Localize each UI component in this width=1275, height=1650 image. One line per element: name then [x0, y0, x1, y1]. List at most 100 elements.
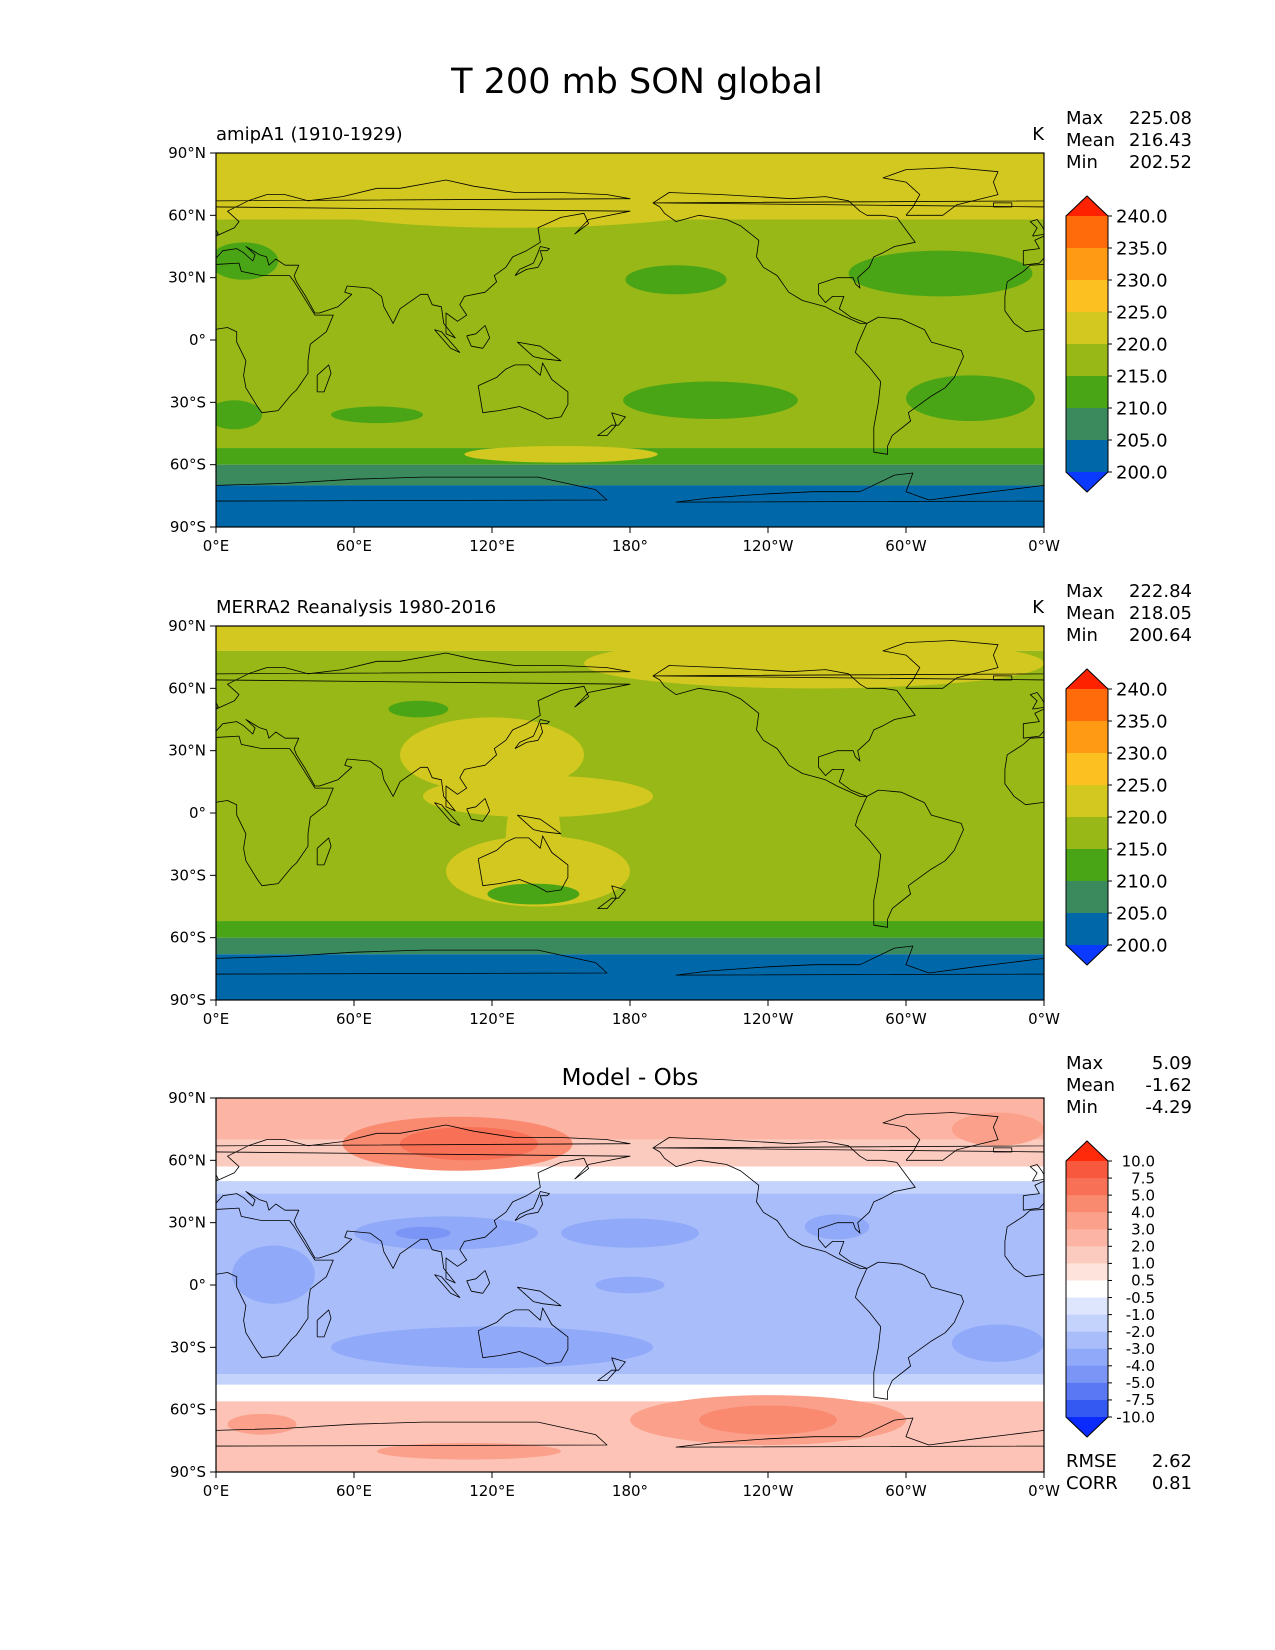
coastline-africa: [216, 262, 334, 414]
y-tick-label: 0°: [189, 331, 206, 349]
coastline-great-britain: [216, 1174, 219, 1180]
colorbar-segment: [1066, 913, 1108, 946]
colorbar-label: -5.0: [1126, 1374, 1155, 1392]
contour-region: [699, 1405, 837, 1435]
coastline-madagascar: [316, 364, 332, 393]
stat-value-max: 225.08: [1129, 108, 1192, 129]
coastline-antarctica: [216, 476, 608, 502]
colorbar-extend-top: [1066, 669, 1108, 689]
colorbar-label: -3.0: [1126, 1340, 1155, 1358]
coastline-new-guinea: [517, 1286, 562, 1307]
contour-field: [216, 153, 1044, 527]
units-label: K: [1032, 597, 1045, 618]
map-panel-observation: 0°E 60°E 120°E 180° 120°W 60°W 0°W 90°N 60°N 30°N…: [168, 581, 1192, 1028]
contour-region: [395, 1226, 451, 1240]
coastline-antarctica: [216, 949, 608, 975]
x-tick-label: 120°W: [743, 1010, 794, 1028]
y-tick-label: 30°S: [170, 1338, 206, 1356]
y-tick-label: 60°N: [168, 1151, 206, 1169]
colorbar-label: 225.0: [1116, 775, 1168, 796]
coastline-sumatra: [434, 1274, 461, 1298]
colorbar-label: 0.5: [1131, 1272, 1155, 1290]
colorbar-segment: [1066, 1365, 1108, 1384]
contour-region: [216, 242, 279, 280]
contour-region: [331, 1326, 653, 1369]
coastline-africa: [216, 1207, 334, 1359]
panel-title: MERRA2 Reanalysis 1980-2016: [216, 597, 496, 618]
y-tick-label: 30°N: [168, 269, 206, 287]
colorbar-segment: [1066, 1382, 1108, 1401]
colorbar-extend-top: [1066, 196, 1108, 216]
coastlines: [216, 1112, 1044, 1448]
stat-label-Max: Max: [1066, 1053, 1104, 1074]
coastline-eurasia: [216, 652, 631, 812]
coastline-great-britain: [216, 702, 219, 708]
colorbar-label: 225.0: [1116, 302, 1168, 323]
colorbar-label: 230.0: [1116, 270, 1168, 291]
metric-label-corr: CORR: [1066, 1473, 1118, 1494]
stat-label-Mean: Mean: [1066, 603, 1115, 624]
colorbar-label: 240.0: [1116, 206, 1168, 227]
colorbar-label: 10.0: [1122, 1152, 1155, 1170]
coastline-iceland: [993, 1147, 1013, 1153]
x-tick-label: 0°E: [203, 1482, 230, 1500]
x-tick-label: 60°E: [336, 1482, 372, 1500]
colorbar-label: 235.0: [1116, 711, 1168, 732]
coastline-new-zealand: [597, 412, 626, 436]
coastline-australia: [477, 362, 569, 420]
contour-region: [216, 400, 262, 430]
colorbar-extend-bottom: [1066, 945, 1108, 965]
coastlines: [216, 640, 1044, 976]
coastline-antarctica: [675, 1417, 1044, 1448]
coastline-africa: [216, 735, 334, 887]
contour-region: [232, 1245, 315, 1304]
stat-label-Max: Max: [1066, 581, 1104, 602]
contour-region: [331, 406, 423, 424]
coastline-greenland: [882, 640, 999, 689]
colorbar-segment: [1066, 817, 1108, 850]
coastline-australia: [477, 835, 569, 893]
coastline-borneo: [466, 1270, 491, 1294]
x-tick-label: 180°: [612, 1010, 648, 1028]
colorbar-segment: [1066, 1314, 1108, 1333]
coastline-antarctica: [675, 945, 1044, 976]
colorbar-segment: [1066, 312, 1108, 345]
coastline-south-america: [855, 789, 964, 928]
metric-value-corr: 0.81: [1152, 1473, 1192, 1494]
contour-region: [487, 883, 580, 905]
colorbar-segment: [1066, 1229, 1108, 1247]
x-tick-label: 120°E: [469, 537, 515, 555]
coastline-new-zealand: [597, 885, 626, 909]
stat-value-max: 222.84: [1129, 581, 1192, 602]
stat-value-max: 5.09: [1152, 1053, 1192, 1074]
contour-band: [216, 1166, 1044, 1182]
x-tick-label: 120°E: [469, 1010, 515, 1028]
panel-title: Model - Obs: [562, 1065, 699, 1091]
contour-region: [561, 1218, 699, 1248]
y-tick-label: 90°N: [168, 1089, 206, 1107]
x-tick-label: 60°W: [885, 1482, 927, 1500]
colorbar-segment: [1066, 248, 1108, 281]
coastline-antarctica: [675, 472, 1044, 503]
coastline-eurasia: [216, 179, 631, 339]
stat-value-mean: 216.43: [1129, 130, 1192, 151]
colorbar-segment: [1066, 376, 1108, 409]
coastline-iceland: [993, 675, 1013, 681]
coastline-new-zealand: [597, 1357, 626, 1381]
colorbar-segment: [1066, 344, 1108, 377]
stat-value-min: 200.64: [1129, 625, 1192, 646]
colorbar-label: 220.0: [1116, 334, 1168, 355]
colorbar-label: 215.0: [1116, 366, 1168, 387]
x-tick-label: 0°E: [203, 537, 230, 555]
contour-region: [595, 1276, 665, 1294]
y-tick-label: 30°N: [168, 742, 206, 760]
contour-region: [625, 265, 727, 295]
panel-title: amipA1 (1910-1929): [216, 124, 403, 145]
coastline-sumatra: [434, 329, 461, 353]
coastline-iceland: [993, 202, 1013, 208]
stat-label-Mean: Mean: [1066, 1075, 1115, 1096]
colorbar-segment: [1066, 753, 1108, 786]
colorbar-label: 200.0: [1116, 462, 1168, 483]
coastline-new-guinea: [517, 341, 562, 362]
